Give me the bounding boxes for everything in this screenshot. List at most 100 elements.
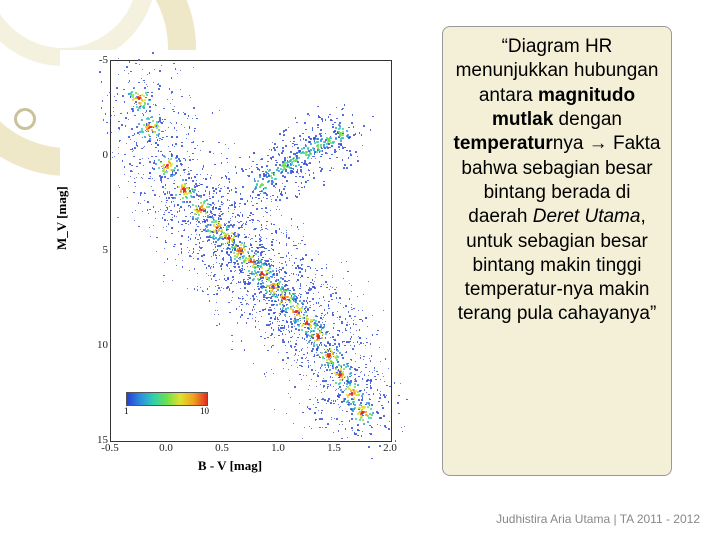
data-point [265, 248, 267, 250]
data-point [286, 255, 287, 256]
data-point [322, 120, 324, 122]
data-point [266, 194, 268, 196]
data-point [319, 167, 321, 169]
data-point [259, 329, 260, 330]
data-point [368, 394, 370, 396]
data-point [341, 137, 343, 139]
data-point [209, 214, 211, 216]
data-point [275, 232, 276, 233]
data-point [317, 402, 319, 404]
data-point [217, 239, 219, 241]
data-point [341, 262, 342, 263]
data-point [328, 350, 329, 351]
data-point [254, 293, 256, 295]
data-point [301, 357, 303, 359]
data-point [156, 237, 157, 238]
data-point [221, 204, 223, 206]
data-point [173, 201, 174, 202]
data-point [221, 268, 223, 270]
data-point [204, 220, 206, 222]
data-point [272, 285, 274, 287]
data-point [288, 127, 290, 129]
data-point [198, 199, 199, 200]
data-point [344, 147, 346, 149]
data-point [249, 168, 251, 170]
data-point [269, 267, 271, 269]
data-point [351, 413, 353, 415]
data-point [397, 402, 399, 404]
data-point [186, 134, 188, 136]
data-point [229, 268, 230, 269]
data-point [299, 315, 301, 317]
data-point [307, 180, 309, 182]
data-point [305, 254, 307, 256]
data-point [140, 192, 142, 194]
data-point [180, 243, 182, 245]
data-point [242, 215, 244, 217]
data-point [301, 362, 303, 364]
data-point [269, 307, 270, 308]
data-point [192, 204, 194, 206]
data-point [328, 116, 330, 118]
data-point [147, 86, 148, 87]
data-point [261, 158, 263, 160]
data-point [212, 196, 214, 198]
data-point [118, 147, 119, 148]
data-point [368, 446, 370, 448]
data-point [162, 165, 164, 167]
data-point [193, 252, 194, 253]
data-point [207, 211, 209, 213]
data-point [228, 244, 230, 246]
data-point [316, 270, 318, 272]
data-point [168, 212, 170, 214]
data-point [215, 214, 216, 215]
data-point [191, 234, 192, 235]
data-point [398, 395, 400, 397]
data-point [265, 207, 267, 209]
data-point [171, 93, 172, 94]
data-point [223, 227, 224, 228]
data-point [118, 217, 119, 218]
data-point [139, 64, 140, 65]
data-point [106, 122, 108, 124]
data-point [282, 320, 284, 322]
data-point [358, 430, 360, 432]
data-point [283, 327, 285, 329]
data-point [332, 345, 334, 347]
data-point [285, 334, 287, 336]
data-point [315, 274, 316, 275]
data-point [138, 173, 139, 174]
data-point [249, 220, 251, 222]
data-point [178, 221, 180, 223]
data-point [194, 130, 196, 132]
data-point [347, 365, 349, 367]
data-point [301, 307, 303, 309]
data-point [310, 365, 312, 367]
data-point [151, 186, 152, 187]
data-point [281, 331, 283, 333]
y-tick: -5 [90, 54, 108, 66]
data-point [217, 249, 219, 251]
data-point [207, 221, 209, 223]
data-point [131, 108, 133, 110]
data-point [295, 153, 297, 155]
data-point [142, 211, 143, 212]
data-point [202, 141, 204, 143]
data-point [259, 176, 261, 178]
data-point [274, 337, 276, 339]
data-point [318, 372, 319, 373]
data-point [188, 224, 189, 225]
data-point [277, 317, 278, 318]
data-point [313, 343, 315, 345]
data-point [326, 331, 328, 333]
data-point [139, 162, 141, 164]
data-point [136, 144, 138, 146]
data-point [342, 108, 344, 110]
data-point [262, 309, 264, 311]
data-point [153, 127, 154, 128]
data-point [272, 195, 274, 197]
data-point [295, 267, 297, 269]
data-point [309, 141, 311, 143]
data-point [288, 280, 290, 282]
data-point [244, 269, 245, 270]
